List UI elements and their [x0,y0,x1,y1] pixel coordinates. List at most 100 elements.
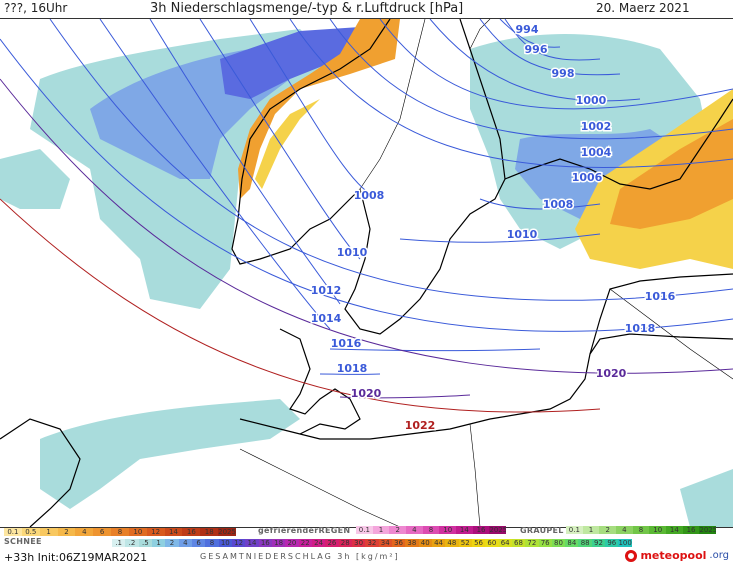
snow-step: 0.1 [4,528,22,536]
rain-area-west [0,149,70,209]
snow-step: 12 [146,528,165,536]
graupel-step: 8 [632,526,650,534]
isobar-label-1010: 1010 [507,228,538,241]
graupel-title: GRAUPEL [520,526,564,535]
isobar-label-1000: 1000 [576,94,607,107]
rain-scale: .1.2.5 1 2 4 6 8 10 12 14 16 18 20 22 24 26 28 30 32 34 36 3… [112,539,632,547]
isobar-label-1008: 1008 [543,198,574,211]
isobar-1012 [149,19,341,305]
rain-area-heavy [220,27,360,99]
isobar-label-998: 998 [552,67,575,80]
isobar-label-1016: 1016 [331,337,362,350]
freezing-step: 14 [456,526,473,534]
isobar-label-1020: 1020 [351,387,382,400]
rain-step: 96 [605,539,619,547]
graupel-step: 16 [682,526,700,534]
rain-step: 32 [365,539,379,547]
rain-step: 18 [271,539,286,547]
isobar-1020 [0,78,733,374]
graupel-step: 0.1 [566,526,583,534]
border-central-europe [239,448,401,527]
isobar-label-1022: 1022 [405,419,436,432]
rain-step: 12 [231,539,246,547]
border-baltics [609,288,733,380]
snow-step: 18 [200,528,219,536]
rain-step: 38 [405,539,419,547]
freezing-step: 0.1 [356,526,373,534]
isobar-1018 [0,38,733,332]
meteopool-logo[interactable]: meteopool .org [625,549,729,562]
isobar-label-1020: 1020 [596,367,627,380]
snow-step: 0.5 [21,528,40,536]
rain-step: 48 [445,539,459,547]
isobar-label-994: 994 [516,23,539,36]
rain-area-east-edge [680,469,733,527]
rain-step: 72 [525,539,539,547]
logo-ring-icon [625,549,638,562]
rain-step: 64 [498,539,512,547]
freezing-step: 4 [406,526,423,534]
border-norway-sweden [359,19,426,190]
weather-map: 994 996 998 1000 1002 1004 1006 1008 1008 1010 101… [0,18,733,528]
uk-coast [0,418,81,527]
rain-step: 76 [538,539,552,547]
snow-step: 8 [111,528,129,536]
border-sweden-finland [469,19,491,50]
snow-step: 1 [39,528,58,536]
rain-step: 24 [311,539,326,547]
rain-step: 92 [591,539,606,547]
freezing-step: 10 [439,526,457,534]
graupel-step: 4 [616,526,633,534]
isobar-1010 [399,233,601,243]
norway-coast [231,19,391,265]
isobar-label-1002: 1002 [581,120,612,133]
border-layer [239,19,733,527]
rain-step: 88 [578,539,592,547]
snow-step: 4 [75,528,94,536]
freezing-step: 2025+ [489,526,507,534]
map-canvas: 994 996 998 1000 1002 1004 1006 1008 1008 1010 101… [0,19,733,527]
graupel-step: 10 [649,526,667,534]
germany-poland-coast [239,333,733,440]
freezing-step: 16 [472,526,490,534]
rain-step: 26 [325,539,339,547]
rain-step: 34 [378,539,392,547]
isobar-994 [499,19,561,48]
isobar-1016 [329,348,541,351]
isobar-1008 [249,19,381,200]
rain-step: 40 [418,539,432,547]
isobar-label-1018: 1018 [625,322,656,335]
snow-step: 2 [57,528,76,536]
sweden-coast [344,19,506,335]
rain-step: 84 [565,539,579,547]
isobar-label-1010: 1010 [337,246,368,259]
chart-header: ???, 16Uhr 3h Niederschlagsmenge/-typ & … [0,0,733,18]
freezing-step: 1 [372,526,390,534]
snow-area-norway-light [255,99,320,189]
snow-step: 16 [182,528,201,536]
rain-step: 20 [285,539,299,547]
chart-date: 20. Maerz 2021 [596,1,690,15]
snow-area-norway [238,19,400,199]
rain-step: 80 [551,539,566,547]
finland-coast [504,98,733,190]
denmark-coast [279,328,361,435]
isobar-1014 [99,19,331,330]
isobar-labels: 994 996 998 1000 1002 1004 1006 1008 1008 1010 101… [309,22,677,434]
rain-step: .5 [138,539,152,547]
isobar-1016 [49,19,733,301]
rain-step: .2 [125,539,139,547]
rain-step: 22 [298,539,312,547]
rain-step: 28 [338,539,352,547]
snow-step: 6 [93,528,112,536]
isobar-1004 [329,19,733,140]
rain-step: 30 [351,539,366,547]
isobar-1002 [379,19,733,110]
rain-step: 36 [391,539,406,547]
rain-step: 16 [258,539,272,547]
rain-step: 2 [165,539,179,547]
rain-step: 4 [178,539,192,547]
snow-step: 10 [128,528,147,536]
